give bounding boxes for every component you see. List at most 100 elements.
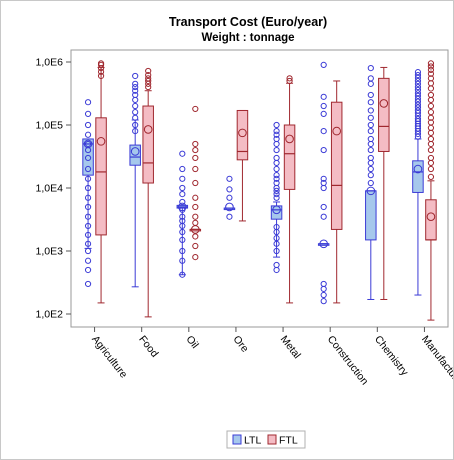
x-tick-label: Construction — [325, 333, 371, 387]
legend-label: LTL — [244, 435, 261, 447]
mean-marker — [83, 139, 93, 149]
outlier-point — [192, 154, 199, 162]
series-ltl — [82, 61, 424, 305]
outlier-point — [427, 154, 435, 162]
outlier-point — [427, 85, 435, 92]
outlier-point — [132, 121, 139, 129]
outlier-point — [414, 92, 422, 99]
box-iqr — [236, 109, 249, 161]
outlier-point — [145, 83, 152, 91]
legend-frame — [226, 430, 306, 449]
outlier-point — [414, 80, 422, 87]
outlier-point — [320, 285, 327, 293]
mean-marker — [285, 134, 294, 144]
outlier-point — [84, 99, 92, 106]
outlier-point — [84, 184, 92, 192]
outlier-point — [192, 203, 199, 211]
outlier-point — [84, 247, 92, 255]
box-ltl-food — [129, 72, 141, 288]
outlier-point — [97, 72, 105, 80]
outlier-point — [273, 223, 280, 231]
outlier-point — [192, 213, 199, 220]
box-iqr — [330, 101, 343, 230]
outlier-point — [320, 184, 327, 192]
outlier-point — [192, 140, 199, 148]
outlier-point — [427, 60, 435, 67]
x-tick-label: Food — [136, 333, 160, 359]
outlier-point — [192, 194, 199, 201]
outlier-point — [132, 87, 139, 94]
outlier-point — [273, 128, 280, 135]
box-ltl-agriculture — [82, 99, 94, 288]
outlier-point — [367, 91, 374, 99]
box-marks — [82, 60, 437, 321]
box-ltl-oil — [176, 150, 189, 278]
outlier-point — [179, 257, 186, 264]
box-iqr — [378, 77, 390, 152]
outlier-point — [179, 213, 186, 220]
outlier-point — [414, 107, 422, 114]
outlier-point — [427, 109, 435, 116]
outlier-point — [179, 184, 186, 192]
outlier-point — [273, 172, 280, 179]
outlier-point — [179, 198, 186, 206]
outlier-point — [226, 213, 233, 220]
outlier-point — [145, 75, 152, 82]
outlier-point — [273, 131, 280, 138]
outlier-point — [367, 135, 374, 143]
mean-marker — [379, 99, 389, 108]
outlier-point — [427, 140, 435, 148]
outlier-point — [192, 179, 199, 187]
outlier-point — [427, 165, 435, 173]
mean-marker — [332, 126, 341, 136]
outlier-point — [84, 140, 92, 148]
y-axis: 1,0E2 1,0E3 1,0E4 1,0E5 1,0E6 — [36, 57, 71, 321]
chart-subtitle: Weight : tonnage — [201, 32, 294, 44]
mean-marker — [238, 128, 247, 138]
outlier-point — [132, 109, 139, 116]
outlier-point — [367, 159, 374, 167]
outlier-point — [414, 83, 422, 91]
mean-marker — [96, 137, 106, 146]
outlier-point — [192, 242, 199, 250]
outlier-point — [84, 194, 92, 201]
outlier-point — [320, 128, 327, 135]
outlier-point — [367, 140, 374, 148]
outlier-point — [414, 90, 422, 97]
outlier-point — [367, 107, 374, 114]
outlier-point — [226, 186, 233, 193]
legend-entry-ltl: LTL — [232, 434, 261, 447]
outlier-point — [427, 129, 435, 136]
outlier-point — [320, 291, 327, 299]
legend-swatch — [232, 434, 242, 445]
box-ltl-chemistry — [365, 65, 377, 300]
series-ftl — [95, 60, 437, 321]
box-ltl-construction — [317, 61, 330, 305]
outlier-point — [320, 213, 327, 220]
outlier-point — [84, 266, 92, 274]
outlier-point — [427, 75, 435, 82]
outlier-point — [179, 150, 186, 157]
outlier-point — [273, 266, 280, 274]
outlier-point — [367, 114, 374, 121]
outlier-point — [132, 91, 139, 99]
outlier-point — [84, 110, 92, 118]
box-ftl-chemistry — [378, 66, 390, 300]
outlier-point — [84, 131, 92, 138]
mean-marker — [366, 186, 376, 196]
outlier-point — [427, 63, 435, 70]
box-iqr — [142, 105, 154, 184]
outlier-point — [367, 121, 374, 129]
outlier-point — [132, 72, 139, 80]
outlier-point — [84, 121, 92, 129]
outlier-point — [84, 222, 92, 230]
outlier-point — [320, 203, 327, 211]
outlier-point — [192, 233, 199, 240]
box-iqr — [82, 138, 94, 176]
outlier-point — [179, 228, 186, 236]
outlier-point — [367, 65, 374, 72]
outlier-point — [427, 119, 435, 126]
outlier-point — [414, 104, 422, 111]
outlier-point — [84, 154, 92, 162]
outlier-point — [97, 60, 105, 67]
